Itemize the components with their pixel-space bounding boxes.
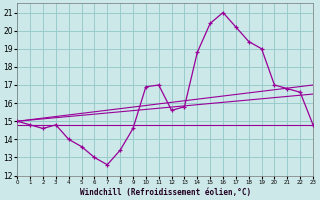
X-axis label: Windchill (Refroidissement éolien,°C): Windchill (Refroidissement éolien,°C) [80,188,251,197]
